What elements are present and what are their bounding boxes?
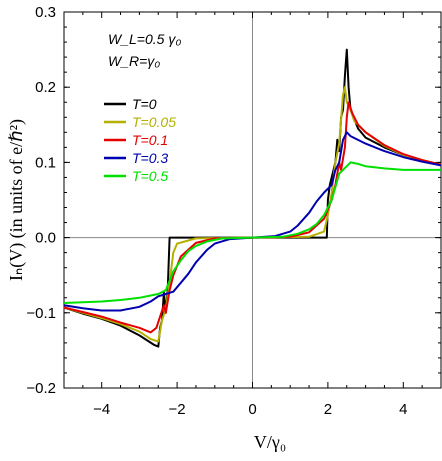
legend: T=0 T=0.05 T=0.1 T=0.3 T=0.5: [104, 96, 176, 184]
series-line-t-0-5: [63, 161, 441, 304]
x-tick-label: −2: [169, 401, 186, 418]
x-tick-label: 0: [248, 401, 256, 418]
y-tick-label: −0.2: [26, 380, 56, 397]
x-tick-label: 2: [324, 401, 332, 418]
legend-label: T=0.05: [132, 114, 176, 130]
x-tick-label: 4: [399, 401, 407, 418]
legend-label: T=0.3: [132, 150, 168, 166]
ticks-group: −4 −2 0 2 4 −0.2 −0.1 0.0 0.1 0.2 0.3: [26, 4, 442, 418]
y-tick-label: 0.3: [35, 4, 56, 21]
y-tick-label: −0.1: [26, 305, 56, 322]
annotation-wl: W_L=0.5 γ₀: [108, 31, 181, 47]
series-group: [63, 48, 442, 348]
series-line-t-0-1: [63, 101, 442, 334]
legend-label: T=0.1: [132, 132, 168, 148]
legend-label: T=0: [132, 96, 157, 112]
x-tick-label: −4: [93, 401, 110, 418]
legend-label: T=0.5: [132, 168, 168, 184]
y-tick-label: 0.1: [35, 154, 56, 171]
y-tick-label: 0.0: [35, 230, 56, 247]
y-axis-label: Iₙ(V) (in units of e/ℏ²): [6, 119, 27, 281]
annotation-wr: W_R=γ₀: [108, 53, 160, 69]
x-axis-label: V/γ₀: [254, 432, 286, 452]
y-tick-label: 0.2: [35, 79, 56, 96]
